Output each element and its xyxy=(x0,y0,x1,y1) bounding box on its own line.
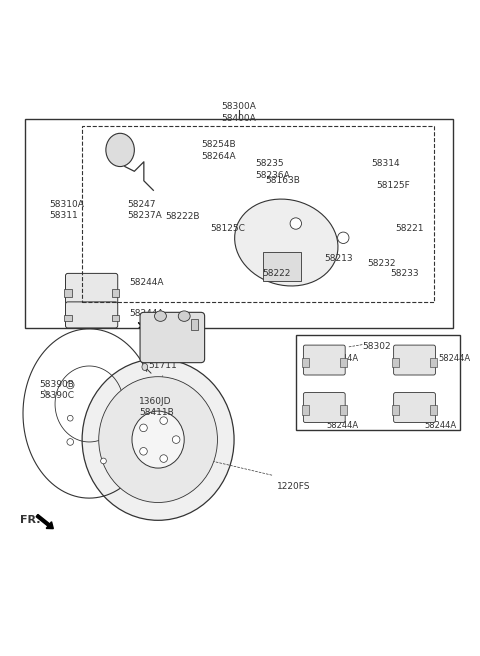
Text: 58300A
58400A: 58300A 58400A xyxy=(221,102,256,123)
Bar xyxy=(111,315,119,321)
Text: 58222B: 58222B xyxy=(165,212,200,220)
Text: 58390B
58390C: 58390B 58390C xyxy=(39,380,74,400)
FancyBboxPatch shape xyxy=(140,312,204,363)
Text: 1360JD
58411B: 1360JD 58411B xyxy=(139,397,174,417)
Bar xyxy=(430,405,437,415)
Ellipse shape xyxy=(82,359,234,520)
Ellipse shape xyxy=(132,411,184,468)
FancyBboxPatch shape xyxy=(65,274,118,304)
Bar xyxy=(392,405,399,415)
Text: 58222: 58222 xyxy=(263,269,291,277)
Text: 58233: 58233 xyxy=(391,269,420,277)
Bar xyxy=(392,358,399,367)
Circle shape xyxy=(101,458,107,464)
Text: 58235
58236A: 58235 58236A xyxy=(255,159,290,180)
Text: 58244A: 58244A xyxy=(327,420,359,430)
Text: 58254B
58264A: 58254B 58264A xyxy=(201,140,236,161)
Text: 58221: 58221 xyxy=(396,224,424,232)
Circle shape xyxy=(67,439,73,445)
Ellipse shape xyxy=(178,311,190,321)
Ellipse shape xyxy=(106,133,134,167)
Text: 58244A: 58244A xyxy=(327,354,359,363)
Text: 1220FS: 1220FS xyxy=(277,482,310,491)
Bar xyxy=(192,319,198,331)
Ellipse shape xyxy=(142,363,148,371)
FancyBboxPatch shape xyxy=(303,392,345,422)
Text: 58244A: 58244A xyxy=(130,278,164,287)
Bar xyxy=(302,358,309,367)
FancyArrow shape xyxy=(36,514,53,529)
Circle shape xyxy=(67,415,73,421)
FancyBboxPatch shape xyxy=(65,302,118,328)
Text: 58213: 58213 xyxy=(324,255,353,264)
Text: 58163B: 58163B xyxy=(265,176,300,185)
Bar xyxy=(302,405,309,415)
Circle shape xyxy=(337,232,349,243)
Text: FR.: FR. xyxy=(20,516,41,525)
Text: 58125C: 58125C xyxy=(210,224,245,232)
FancyBboxPatch shape xyxy=(303,345,345,375)
Bar xyxy=(263,252,300,281)
Text: 58314: 58314 xyxy=(372,159,400,169)
FancyBboxPatch shape xyxy=(394,392,435,422)
Circle shape xyxy=(140,447,147,455)
Ellipse shape xyxy=(155,311,167,321)
Circle shape xyxy=(66,381,74,389)
Text: 58244A: 58244A xyxy=(130,309,164,318)
Ellipse shape xyxy=(235,199,338,286)
Circle shape xyxy=(290,218,301,229)
Text: 58125F: 58125F xyxy=(376,181,410,190)
Bar xyxy=(111,289,119,297)
Bar xyxy=(64,289,72,297)
Circle shape xyxy=(140,424,147,432)
Circle shape xyxy=(172,436,180,443)
Text: 58247
58237A: 58247 58237A xyxy=(127,200,162,220)
Text: 58232: 58232 xyxy=(367,259,396,268)
Bar xyxy=(340,358,347,367)
Bar xyxy=(340,405,347,415)
FancyBboxPatch shape xyxy=(394,345,435,375)
Bar xyxy=(430,358,437,367)
Ellipse shape xyxy=(99,377,217,502)
Circle shape xyxy=(160,417,168,424)
Text: 58244A: 58244A xyxy=(438,354,470,363)
Text: 51711: 51711 xyxy=(149,361,177,370)
Text: 58310A
58311: 58310A 58311 xyxy=(49,200,84,220)
Text: 58302: 58302 xyxy=(362,342,391,351)
Circle shape xyxy=(160,455,168,462)
Bar xyxy=(64,315,72,321)
Text: 58244A: 58244A xyxy=(424,420,456,430)
